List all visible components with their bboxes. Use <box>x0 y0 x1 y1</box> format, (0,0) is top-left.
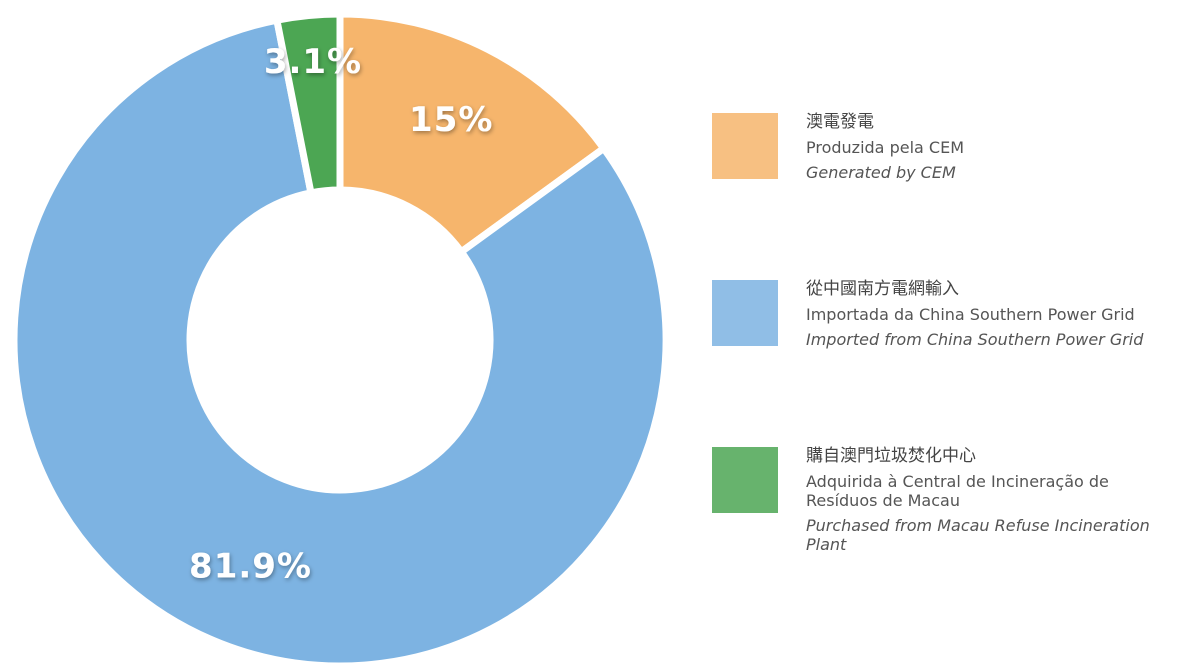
legend-swatch <box>712 447 778 513</box>
donut-chart: 15% 81.9% 3.1% <box>10 10 670 663</box>
legend-label-pt: Produzida pela CEM <box>806 138 964 157</box>
legend-text: 購自澳門垃圾焚化中心 Adquirida à Central de Inciner… <box>806 446 1181 555</box>
legend-label-zh: 購自澳門垃圾焚化中心 <box>806 446 976 466</box>
value-label: 3.1% <box>264 42 362 82</box>
legend-label-pt: Importada da China Southern Power Grid <box>806 305 1135 324</box>
legend-label-en: Purchased from Macau Refuse Incineration… <box>806 516 1150 554</box>
legend-text: 澳電發電 Produzida pela CEM Generated by CEM <box>806 112 1181 183</box>
donut-slice <box>10 16 670 663</box>
legend-label-en: Imported from China Southern Power Grid <box>806 330 1144 349</box>
legend-swatch <box>712 280 778 346</box>
legend-label-zh: 從中國南方電網輸入 <box>806 279 959 299</box>
donut-slice <box>272 10 344 197</box>
legend-swatch <box>712 113 778 179</box>
legend-text: 從中國南方電網輸入 Importada da China Southern Pow… <box>806 279 1181 350</box>
value-label: 15% <box>409 100 493 140</box>
legend-label-en: Generated by CEM <box>806 163 956 182</box>
value-label: 81.9% <box>189 547 312 587</box>
legend-label-zh: 澳電發電 <box>806 112 874 132</box>
legend-label-pt: Adquirida à Central de Incineração de Re… <box>806 472 1109 510</box>
